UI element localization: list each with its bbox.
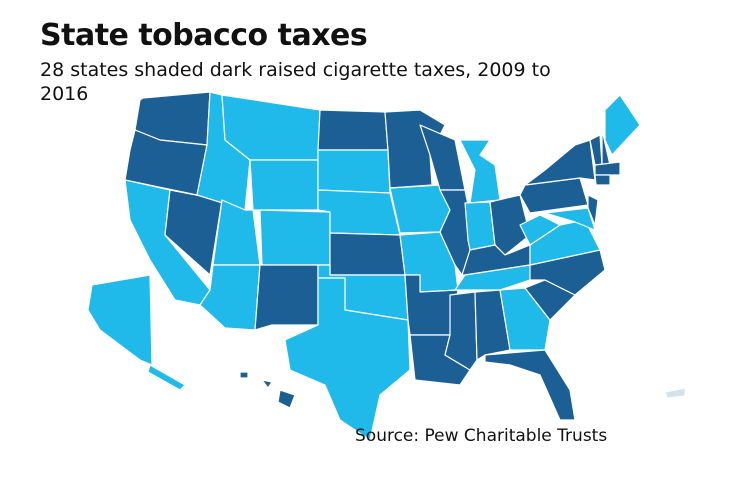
state-shape	[489, 194, 531, 256]
state-shape	[587, 194, 599, 226]
state-shape	[317, 109, 389, 151]
state-shape	[594, 174, 611, 186]
state-shape	[277, 389, 296, 409]
source: Source: Pew Charitable Trusts	[355, 426, 608, 446]
state-shape	[499, 287, 551, 351]
state-shape	[212, 199, 261, 266]
state-shape	[259, 209, 331, 266]
state-shape	[317, 149, 391, 194]
state-shape	[604, 94, 641, 156]
state-shape	[544, 207, 596, 231]
state-shape	[239, 371, 249, 379]
state-shape	[147, 364, 186, 391]
state-shape	[444, 291, 478, 371]
states	[87, 91, 686, 441]
state-shape	[459, 139, 501, 204]
state-shape	[594, 161, 621, 176]
subtitle: 28 states shaded dark raised cigarette t…	[40, 59, 551, 105]
state-shape	[484, 349, 576, 421]
state-shape	[474, 289, 511, 361]
state-shape	[524, 139, 596, 186]
state-shape	[519, 214, 561, 246]
state-shape	[254, 264, 319, 331]
state-shape	[284, 277, 411, 441]
state-shape	[249, 159, 319, 211]
state-shape	[261, 379, 273, 389]
state-shape	[519, 177, 589, 214]
state-shape	[87, 274, 153, 366]
state-shape	[664, 387, 686, 399]
state-shape	[329, 232, 406, 276]
state-shape	[317, 189, 401, 236]
title: State tobacco taxes	[40, 18, 368, 53]
